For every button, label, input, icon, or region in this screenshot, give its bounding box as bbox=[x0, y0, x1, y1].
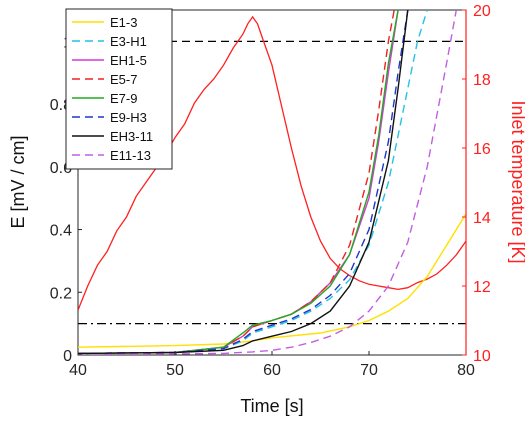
x-tick-label: 80 bbox=[457, 362, 475, 379]
legend-box bbox=[65, 8, 173, 170]
y-tick-label-right: 18 bbox=[473, 72, 491, 89]
y-tick-label-right: 20 bbox=[473, 3, 491, 20]
y-axis-label-right: Inlet temperature [K] bbox=[508, 100, 525, 263]
series-line-e9-h3 bbox=[78, 10, 409, 355]
y-tick-label-left: 0.4 bbox=[50, 223, 72, 240]
y-tick-label-left: 0.2 bbox=[50, 285, 72, 302]
series-line-e11-13 bbox=[78, 10, 457, 355]
legend-label: EH1-5 bbox=[110, 53, 147, 68]
series-line-e7-9 bbox=[78, 10, 399, 355]
y-tick-label-right: 10 bbox=[473, 348, 491, 365]
legend-label: E9-H3 bbox=[110, 110, 147, 125]
series-line-inlet-temperature bbox=[78, 15, 466, 311]
legend: E1-3 E3-H1 EH1-5 E5-7 E7-9 E9-H3 EH3-11 E11-13 bbox=[65, 8, 173, 170]
y-tick-label-right: 16 bbox=[473, 141, 491, 158]
y-tick-label-right: 12 bbox=[473, 279, 491, 296]
legend-label: E11-13 bbox=[110, 148, 151, 163]
x-axis-label: Time [s] bbox=[240, 396, 303, 416]
x-tick-label: 50 bbox=[166, 362, 184, 379]
x-tick-label: 60 bbox=[263, 362, 281, 379]
series-layer bbox=[78, 10, 466, 355]
legend-label: EH3-11 bbox=[110, 129, 153, 144]
legend-label: E7-9 bbox=[110, 91, 137, 106]
x-tick-label: 40 bbox=[69, 362, 87, 379]
legend-label: E3-H1 bbox=[110, 34, 147, 49]
x-tick-label: 70 bbox=[360, 362, 378, 379]
series-line-eh3-11 bbox=[78, 10, 409, 355]
y-tick-label-right: 14 bbox=[473, 210, 491, 227]
y-tick-label-left: 0 bbox=[63, 348, 72, 365]
legend-label: E5-7 bbox=[110, 72, 137, 87]
plot-clip-group bbox=[78, 10, 466, 355]
legend-label: E1-3 bbox=[110, 15, 137, 30]
y-axis-label-left: E [mV / cm] bbox=[8, 135, 28, 228]
series-line-e3-h1 bbox=[78, 10, 428, 355]
